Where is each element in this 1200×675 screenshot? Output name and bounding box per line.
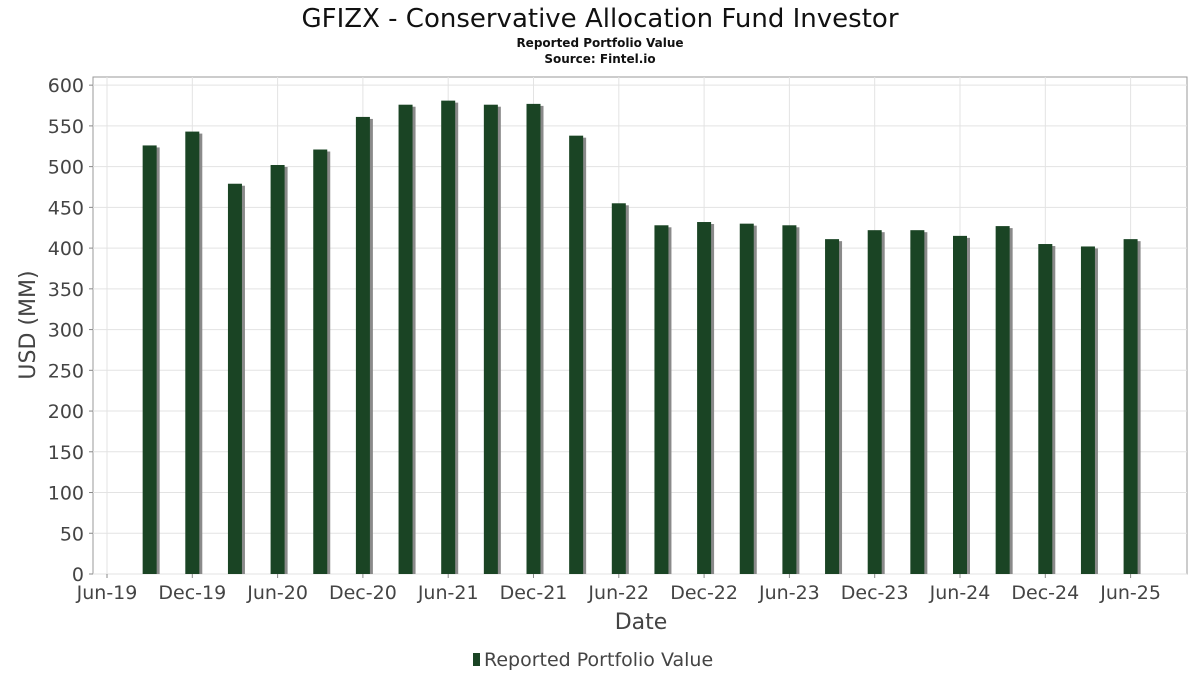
bar [441,100,456,574]
bar [526,103,541,574]
y-tick-label: 0 [72,564,84,586]
y-tick-label: 350 [48,279,84,301]
chart-subtitle: Reported Portfolio Value [516,36,683,50]
x-tick-label: Jun-25 [1099,582,1161,604]
bar [654,225,669,574]
y-tick-label: 200 [48,401,84,423]
chart-source: Source: Fintel.io [544,52,655,66]
y-tick-label: 450 [48,197,84,219]
y-tick-label: 300 [48,320,84,342]
bar [611,203,626,575]
y-tick-label: 50 [60,523,84,545]
bar [483,104,498,575]
x-tick-label: Dec-21 [500,582,568,604]
legend: Reported Portfolio Value [473,649,713,671]
x-tick-label: Dec-19 [158,582,226,604]
x-axis-label: Date [615,610,668,635]
bar [910,230,925,574]
x-tick-label: Dec-24 [1011,582,1079,604]
y-tick-label: 250 [48,360,84,382]
bar [1080,246,1095,574]
x-tick-label: Dec-23 [841,582,909,604]
y-axis-ticks: 0 50 100 150 200 250 300 350 400 450 500 550 600 [48,75,93,586]
bar [313,149,328,574]
bar [398,104,413,575]
y-tick-label: 150 [48,442,84,464]
x-axis-ticks: Jun-19 Dec-19 Jun-20 Dec-20 Jun-21 Dec-21 Jun-… [76,574,1161,604]
y-tick-label: 600 [48,75,84,97]
y-tick-label: 550 [48,116,84,138]
bar [569,135,584,574]
x-tick-label: Jun-24 [929,582,991,604]
bar [739,223,754,574]
bar [355,116,370,575]
y-tick-label: 400 [48,238,84,260]
bar [185,131,200,574]
x-tick-label: Dec-20 [329,582,397,604]
y-tick-label: 500 [48,157,84,179]
bar [697,222,712,574]
x-tick-label: Jun-21 [417,582,479,604]
bar [270,164,285,574]
bar [867,230,882,574]
x-tick-label: Jun-20 [246,582,308,604]
y-tick-label: 100 [48,483,84,505]
x-tick-label: Jun-19 [76,582,138,604]
bar [953,235,967,574]
legend-swatch [473,653,480,666]
bar [782,225,797,574]
chart-title: GFIZX - Conservative Allocation Fund Inv… [301,4,898,34]
plot-area [92,76,1188,575]
bar [1123,239,1138,575]
bar [825,239,840,575]
bar [1038,244,1053,574]
bar [995,226,1010,574]
legend-label: Reported Portfolio Value [484,649,713,671]
x-tick-label: Jun-23 [758,582,820,604]
bar [227,183,242,574]
x-tick-label: Jun-22 [587,582,649,604]
y-axis-label: USD (MM) [16,270,41,379]
bar [142,145,157,575]
bars [142,100,1141,575]
x-tick-label: Dec-22 [670,582,738,604]
